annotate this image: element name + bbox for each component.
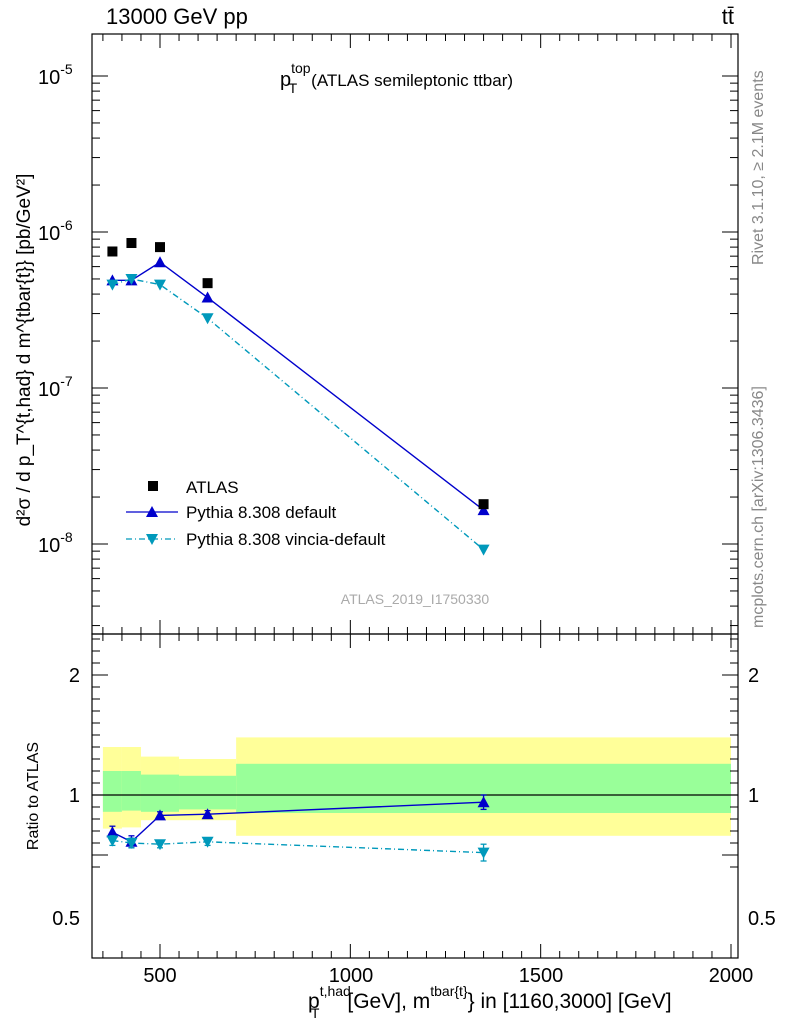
x-tick-label: 2000 — [709, 965, 754, 987]
main-series-vincia — [106, 273, 490, 556]
ratio-band-inner — [140, 774, 180, 812]
main-y-tick-label: 10-5 — [38, 61, 73, 89]
main-y-tick-label: 10-8 — [38, 529, 73, 557]
main-line-default — [112, 261, 484, 511]
main-point-atlas — [478, 499, 489, 510]
ratio-default-point — [154, 809, 166, 821]
ratio-plot-frame — [91, 633, 739, 959]
main-point-vincia — [154, 279, 166, 291]
ratio-vincia-line — [112, 839, 484, 854]
ratio-y-axis-label: Ratio to ATLAS — [25, 742, 42, 850]
legend-label-vincia: Pythia 8.308 vincia-default — [186, 530, 386, 549]
ratio-vincia-point — [125, 838, 138, 849]
ratio-vincia-point — [106, 835, 119, 847]
main-point-vincia — [125, 273, 138, 285]
legend-marker-atlas — [148, 481, 158, 491]
main-y-tick-labels: 10-8 10-7 10-6 10-5 — [38, 61, 73, 557]
ratio-vincia-point — [477, 847, 490, 859]
main-point-vincia — [477, 544, 490, 556]
ratio-y-tick-label: 1 — [69, 785, 80, 807]
x-tick-label: 1000 — [329, 965, 374, 987]
ratio-y-tick-label-right: 2 — [748, 665, 759, 687]
ratio-y-ticks — [92, 638, 738, 868]
ratio-vincia-point — [154, 839, 166, 851]
main-point-vincia — [106, 279, 119, 291]
ratio-band-inner — [121, 771, 141, 811]
main-point-atlas — [155, 242, 165, 253]
header-left-title: 13000 GeV pp — [106, 4, 248, 29]
main-series-default — [106, 256, 490, 516]
x-axis-label: pt,had T [GeV], mtbar{t}} in [1160,3000] [… — [308, 983, 672, 1021]
ratio-y-tick-label-right: 0.5 — [748, 908, 776, 930]
main-y-axis-label: d²σ / d p_T^{t,had} d m^{tbar{t}} [pb/Ge… — [14, 174, 35, 527]
plot-title: ptop T (ATLAS semileptonic ttbar) — [280, 60, 513, 96]
x-tick-labels: 500 1000 1500 2000 — [143, 965, 753, 987]
ratio-default-point — [477, 796, 490, 808]
ratio-bands — [102, 737, 731, 836]
main-y-ticks — [92, 75, 738, 627]
main-point-atlas — [202, 278, 213, 289]
main-point-atlas — [126, 238, 137, 249]
ratio-y-tick-label: 0.5 — [52, 908, 80, 930]
legend: ATLAS Pythia 8.308 default Pythia 8.308 … — [126, 478, 386, 549]
ratio-y-tick-label: 2 — [69, 665, 80, 687]
ratio-default-point — [201, 808, 214, 820]
side-mcplots-text: mcplots.cern.ch [arXiv:1306.3436] — [750, 386, 767, 628]
ratio-vincia-point — [201, 836, 214, 848]
main-series-data — [107, 238, 489, 510]
legend-marker-vincia — [146, 534, 158, 545]
x-tick-label: 1500 — [519, 965, 564, 987]
main-point-default — [201, 291, 214, 303]
main-point-default — [154, 256, 166, 268]
ratio-y-tick-labels: 0.5 1 2 0.5 1 2 — [52, 665, 776, 930]
ratio-y-tick-label-right: 1 — [748, 785, 759, 807]
ratio-band-inner — [102, 771, 122, 812]
ratio-band-inner — [179, 775, 237, 810]
ratio-series-vincia — [106, 835, 490, 862]
legend-marker-default — [146, 506, 158, 517]
main-y-tick-label: 10-6 — [38, 217, 73, 245]
side-rivet-text: Rivet 3.1.10, ≥ 2.1M events — [750, 70, 767, 265]
analysis-id: ATLAS_2019_I1750330 — [341, 591, 490, 607]
main-point-vincia — [201, 313, 214, 325]
x-tick-label: 500 — [143, 965, 176, 987]
legend-label-atlas: ATLAS — [186, 478, 239, 497]
x-ticks — [102, 34, 732, 958]
main-point-atlas — [107, 246, 118, 257]
legend-label-default: Pythia 8.308 default — [186, 503, 337, 522]
ratio-default-point — [106, 826, 119, 838]
header-right-title: tt̄ — [722, 4, 734, 29]
main-y-tick-label: 10-7 — [38, 373, 73, 401]
main-point-default — [477, 504, 490, 516]
